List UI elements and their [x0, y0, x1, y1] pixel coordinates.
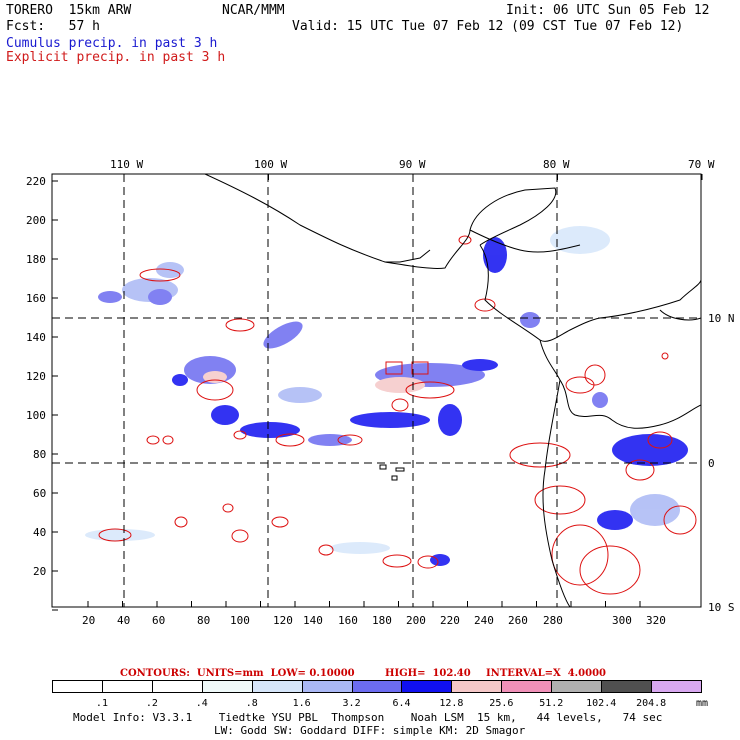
- graticule: [52, 174, 701, 607]
- colorbar-label: .1: [95, 698, 108, 709]
- center-name: NCAR/MMM: [222, 3, 285, 18]
- y-tick-label: 120: [26, 370, 46, 383]
- x-tick-label: 60: [152, 614, 166, 627]
- colorbar-cell: [451, 680, 503, 693]
- x-tick-label: 100: [230, 614, 250, 627]
- y-tick-label: 140: [26, 331, 46, 344]
- colorbar-label: .4: [195, 698, 208, 709]
- x-tick-label: 20: [82, 614, 96, 627]
- y-tick-label: 40: [33, 526, 47, 539]
- x-tick-label: 240: [474, 614, 494, 627]
- x-tick-label: 260: [508, 614, 528, 627]
- colorbar-label: 51.2: [539, 698, 564, 709]
- x-tick-label: 300: [612, 614, 632, 627]
- colorbar-label: 1.6: [292, 698, 311, 709]
- colorbar-label: 6.4: [392, 698, 411, 709]
- x-tick-label: 220: [440, 614, 460, 627]
- y-tick-label: 220: [26, 175, 46, 188]
- colorbar-label: .2: [145, 698, 158, 709]
- colorbar-cell: [151, 680, 203, 693]
- y-tick-label: 100: [26, 409, 46, 422]
- contour-high: HIGH= 102.40: [385, 668, 471, 679]
- lon-label: 110 W: [110, 158, 144, 171]
- x-tick-label: 280: [543, 614, 563, 627]
- forecast-hour: Fcst: 57 h: [6, 19, 100, 34]
- init-time: Init: 06 UTC Sun 05 Feb 12: [506, 3, 710, 18]
- colorbar-label: 25.6: [489, 698, 514, 709]
- colorbar-label: 204.8: [636, 698, 667, 709]
- y-tick-label: 60: [33, 487, 47, 500]
- map-frame: [51, 173, 702, 608]
- x-tick-label: 40: [117, 614, 131, 627]
- coastlines: [204, 174, 701, 607]
- colorbar-cell: [401, 680, 453, 693]
- colorbar-unit: mm: [696, 698, 709, 709]
- physics-info: LW: Godd SW: Goddard DIFF: simple KM: 2D…: [214, 724, 526, 737]
- colorbar-label: .8: [245, 698, 258, 709]
- colorbar-cell: [551, 680, 603, 693]
- colorbar-label: 102.4: [586, 698, 617, 709]
- colorbar-cell: [52, 680, 103, 693]
- colorbar-cell: [651, 680, 702, 693]
- contour-interval: INTERVAL=X 4.0000: [486, 668, 606, 679]
- axis-ticks: [52, 174, 703, 611]
- y-tick-label: 80: [33, 448, 47, 461]
- cumulus-precip-areas: [85, 226, 688, 566]
- y-tick-label: 180: [26, 253, 46, 266]
- x-tick-label: 120: [273, 614, 293, 627]
- valid-time: Valid: 15 UTC Tue 07 Feb 12 (09 CST Tue …: [292, 19, 684, 34]
- colorbar-cell: [351, 680, 403, 693]
- contour-units: CONTOURS: UNITS=mm LOW= 0.10000: [120, 668, 355, 679]
- lon-label: 100 W: [254, 158, 288, 171]
- field-explicit-label: Explicit precip. in past 3 h: [6, 50, 226, 65]
- field-cumulus-label: Cumulus precip. in past 3 h: [6, 36, 218, 51]
- lon-label: 80 W: [543, 158, 570, 171]
- lat-label: 0: [708, 457, 715, 470]
- y-tick-label: 160: [26, 292, 46, 305]
- lat-label: 10 S: [708, 601, 735, 614]
- colorbar-cell: [601, 680, 653, 693]
- colorbar-cell: [101, 680, 153, 693]
- lat-label: 10 N: [708, 312, 735, 325]
- colorbar-cell: [301, 680, 353, 693]
- model-title: TORERO 15km ARW: [6, 3, 132, 18]
- x-tick-label: 140: [303, 614, 323, 627]
- colorbar-label: 3.2: [342, 698, 361, 709]
- colorbar-cell: [251, 680, 303, 693]
- model-info: Model Info: V3.3.1 Tiedtke YSU PBL Thomp…: [73, 711, 663, 724]
- y-tick-label: 20: [33, 565, 47, 578]
- y-tick-label: 200: [26, 214, 46, 227]
- colorbar-cell: [501, 680, 553, 693]
- lon-label: 70 W: [688, 158, 715, 171]
- x-tick-label: 80: [197, 614, 211, 627]
- x-tick-label: 180: [372, 614, 392, 627]
- x-tick-label: 160: [338, 614, 358, 627]
- lon-label: 90 W: [399, 158, 426, 171]
- x-tick-label: 200: [406, 614, 426, 627]
- x-tick-label: 320: [646, 614, 666, 627]
- colorbar-cell: [201, 680, 253, 693]
- colorbar-label: 12.8: [439, 698, 464, 709]
